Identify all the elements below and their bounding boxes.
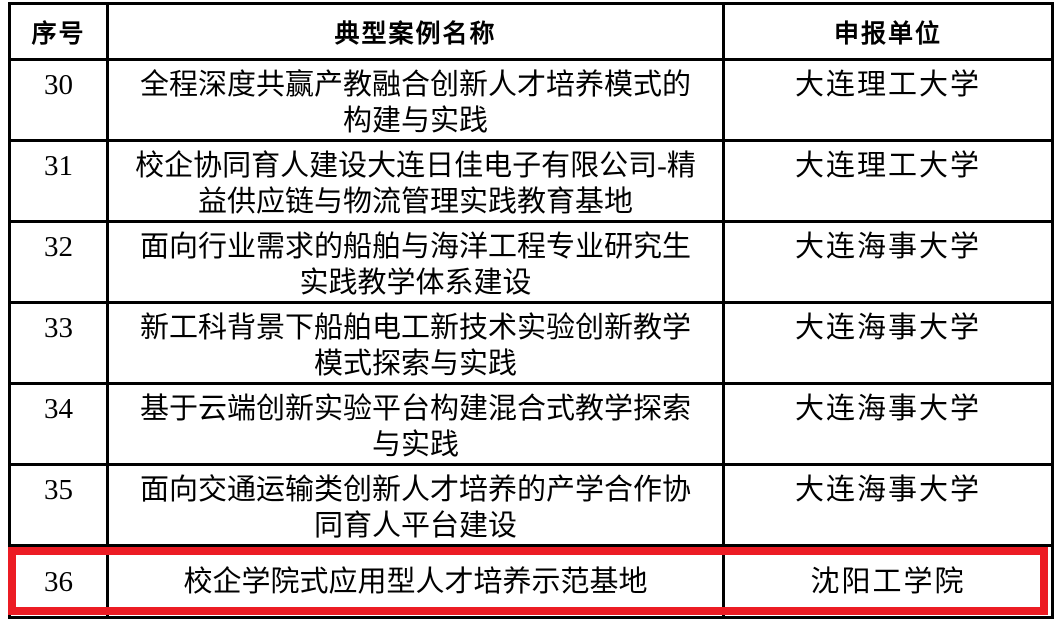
row-index-cell: 33 — [8, 301, 109, 385]
table-row: 32 面向行业需求的船舶与海洋工程专业研究生 实践教学体系建设 大连海事大学 — [8, 220, 1054, 304]
table-row: 33 新工科背景下船舶电工新技术实验创新教学 模式探索与实践 大连海事大学 — [8, 301, 1054, 385]
table-row: 34 基于云端创新实验平台构建混合式教学探索 与实践 大连海事大学 — [8, 382, 1054, 466]
row-unit-cell: 大连海事大学 — [722, 220, 1054, 304]
row-case-name-cell: 新工科背景下船舶电工新技术实验创新教学 模式探索与实践 — [106, 301, 725, 385]
row-unit-cell: 大连理工大学 — [722, 139, 1054, 223]
row-case-name-cell: 面向交通运输类创新人才培养的产学合作协 同育人平台建设 — [106, 463, 725, 547]
table-row: 36 校企学院式应用型人才培养示范基地 沈阳工学院 — [8, 544, 1054, 619]
table-header-row: 序号 典型案例名称 申报单位 — [8, 2, 1054, 61]
row-unit-cell: 大连理工大学 — [722, 58, 1054, 142]
row-index-cell: 35 — [8, 463, 109, 547]
row-index-cell: 32 — [8, 220, 109, 304]
column-header-unit: 申报单位 — [722, 2, 1054, 61]
table-body: 30 全程深度共赢产教融合创新人才培养模式的 构建与实践 大连理工大学 31 校… — [8, 58, 1054, 619]
row-case-name-cell: 校企协同育人建设大连日佳电子有限公司-精 益供应链与物流管理实践教育基地 — [106, 139, 725, 223]
row-unit-cell: 大连海事大学 — [722, 382, 1054, 466]
row-case-name-cell: 面向行业需求的船舶与海洋工程专业研究生 实践教学体系建设 — [106, 220, 725, 304]
row-case-name-cell: 基于云端创新实验平台构建混合式教学探索 与实践 — [106, 382, 725, 466]
row-case-name-cell: 校企学院式应用型人才培养示范基地 — [106, 544, 725, 619]
row-index-cell: 34 — [8, 382, 109, 466]
row-unit-cell: 大连海事大学 — [722, 301, 1054, 385]
row-index-cell: 31 — [8, 139, 109, 223]
table-row: 31 校企协同育人建设大连日佳电子有限公司-精 益供应链与物流管理实践教育基地 … — [8, 139, 1054, 223]
column-header-case-name: 典型案例名称 — [106, 2, 725, 61]
table-row: 35 面向交通运输类创新人才培养的产学合作协 同育人平台建设 大连海事大学 — [8, 463, 1054, 547]
row-index-cell: 30 — [8, 58, 109, 142]
row-case-name-cell: 全程深度共赢产教融合创新人才培养模式的 构建与实践 — [106, 58, 725, 142]
table-row: 30 全程深度共赢产教融合创新人才培养模式的 构建与实践 大连理工大学 — [8, 58, 1054, 142]
case-table: 序号 典型案例名称 申报单位 30 全程深度共赢产教融合创新人才培养模式的 构建… — [8, 2, 1054, 619]
row-unit-cell: 大连海事大学 — [722, 463, 1054, 547]
table-header: 序号 典型案例名称 申报单位 — [8, 2, 1054, 61]
row-unit-cell: 沈阳工学院 — [722, 544, 1054, 619]
column-header-index: 序号 — [8, 2, 109, 61]
row-index-cell: 36 — [8, 544, 109, 619]
